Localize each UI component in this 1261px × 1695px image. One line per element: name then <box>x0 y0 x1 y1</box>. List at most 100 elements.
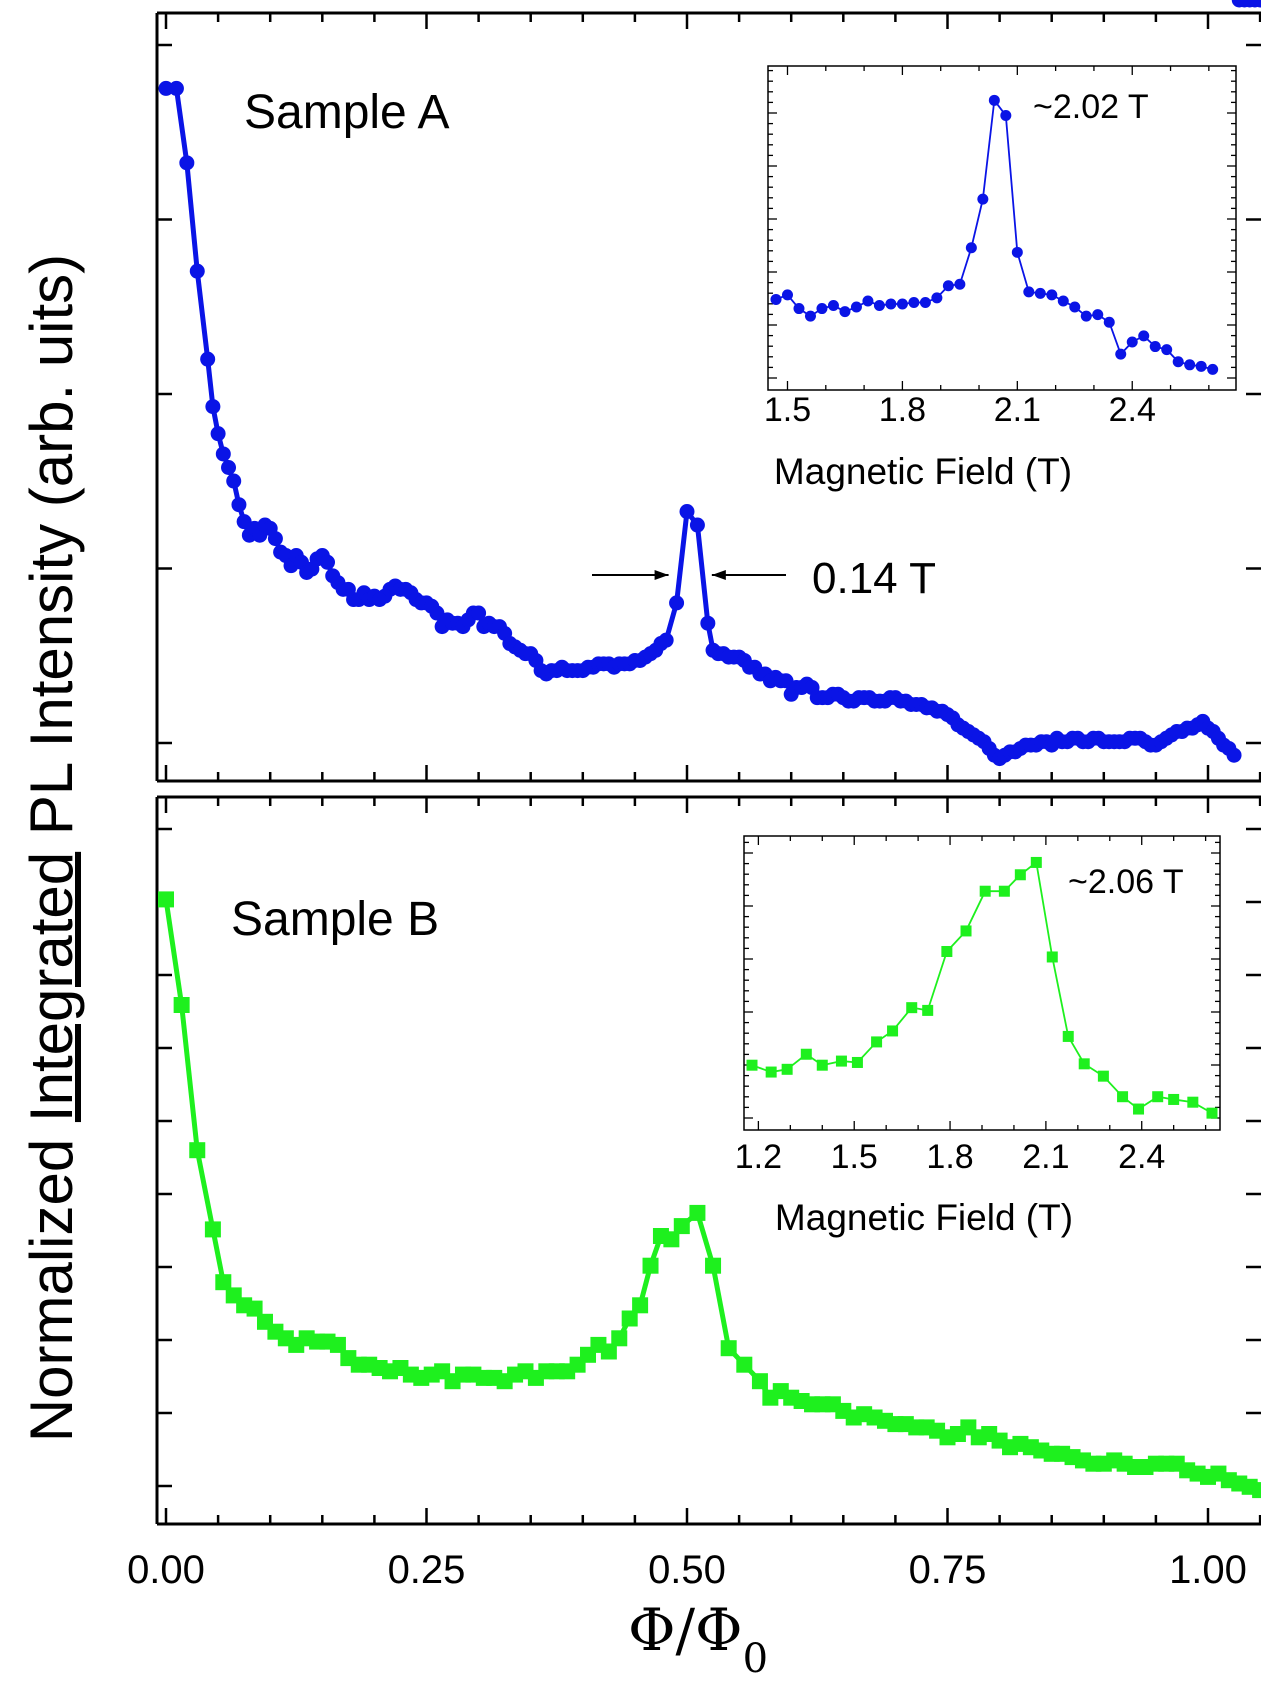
inset-a-point <box>1161 344 1173 356</box>
inset-b-tick-label: 1.8 <box>926 1138 973 1176</box>
inset-a-point <box>827 300 839 312</box>
series-b-point <box>632 1297 649 1314</box>
inset-a-point <box>1138 330 1150 342</box>
inset-a-point <box>1034 287 1046 299</box>
inset-a-point <box>1080 310 1092 322</box>
inset-b-point <box>887 1025 899 1037</box>
inset-a-point <box>862 295 874 307</box>
series-a-point <box>179 155 195 171</box>
inset-a-point <box>908 296 920 308</box>
inset-b-point <box>800 1048 812 1060</box>
inset-b-point <box>1168 1093 1180 1105</box>
text-layer: Sample A Sample B 0.14 T ~2.02 T ~2.06 T… <box>18 86 1247 1682</box>
inset-b-point <box>871 1036 883 1048</box>
inset-a-point <box>977 193 989 205</box>
series-a-point <box>215 446 231 462</box>
series-a-point <box>1252 0 1261 8</box>
series-b-point <box>705 1257 722 1274</box>
series-b-point <box>720 1340 737 1357</box>
series-a-point <box>679 504 695 520</box>
peak-width-annotation: 0.14 T <box>812 554 936 603</box>
series-b-point <box>611 1330 628 1347</box>
inset-b-tick-label: 2.4 <box>1118 1138 1165 1176</box>
series-b-point <box>204 1221 221 1238</box>
series-b-point <box>600 1343 617 1360</box>
series-a-point <box>231 497 247 513</box>
series-a-point <box>205 399 221 415</box>
series-b-point <box>173 997 190 1013</box>
series-a-point <box>1226 747 1242 763</box>
inset-b-point <box>1097 1070 1109 1082</box>
x-tick-label: 0.00 <box>127 1548 205 1592</box>
width-arrow-left-head <box>654 570 669 580</box>
inset-b-point <box>765 1066 777 1078</box>
inset-a-point <box>954 278 966 290</box>
series-a-point <box>689 517 705 533</box>
inset-b-point <box>835 1055 847 1067</box>
inset-a-point <box>885 298 897 310</box>
inset-b-peak-annotation: ~2.06 T <box>1068 863 1184 901</box>
inset-b-point <box>1078 1058 1090 1070</box>
x-tick-label: 0.50 <box>648 1548 726 1592</box>
inset-b-point <box>1152 1091 1164 1103</box>
series-b-point <box>621 1310 638 1327</box>
inset-a-point <box>793 303 805 315</box>
inset-b-point <box>1046 951 1058 963</box>
series-a-point <box>200 351 216 367</box>
series-b-point <box>329 1336 346 1353</box>
series-b-point <box>663 1231 680 1248</box>
inset-a-point <box>1011 246 1023 258</box>
data-layer <box>158 0 1261 1499</box>
inset-b-point <box>816 1059 828 1071</box>
inset-a-frame <box>767 65 1237 391</box>
inset-a-point <box>1207 363 1219 375</box>
x-tick-label: 0.25 <box>388 1548 466 1592</box>
inset-b-tick-label: 1.5 <box>831 1138 878 1176</box>
inset-a-point <box>1057 295 1069 307</box>
inset-a-point <box>942 280 954 292</box>
inset-a-point <box>1172 356 1184 368</box>
axes-layer <box>155 11 1261 1526</box>
series-b-point <box>673 1218 690 1235</box>
series-b-point <box>736 1356 753 1373</box>
inset-b-frame <box>743 835 1221 1131</box>
inset-a-point <box>816 303 828 315</box>
inset-a-point <box>1149 341 1161 353</box>
series-a-point <box>669 595 685 611</box>
series-a-point <box>471 605 487 621</box>
inset-b-point <box>851 1056 863 1068</box>
inset-a-xlabel: Magnetic Field (T) <box>774 451 1072 492</box>
series-b-point <box>1252 1482 1261 1499</box>
series-a-point <box>658 632 674 648</box>
series-a-point <box>700 615 716 631</box>
inset-a-point <box>1046 289 1058 301</box>
inset-a-point <box>965 242 977 254</box>
series-a-point <box>320 554 336 570</box>
inset-b-point <box>1206 1107 1218 1119</box>
inset-b-point <box>1117 1091 1129 1103</box>
inset-a-tick-label: 2.1 <box>994 391 1041 429</box>
inset-b-point <box>941 945 953 957</box>
series-b-point <box>215 1274 232 1291</box>
inset-a-point <box>896 298 908 310</box>
x-tick-label: 1.00 <box>1169 1548 1247 1592</box>
inset-b-point <box>746 1059 758 1071</box>
inset-a-peak-annotation: ~2.02 T <box>1033 88 1149 126</box>
inset-a-point <box>1126 336 1138 348</box>
series-b-point <box>751 1373 768 1390</box>
inset-b-point <box>922 1004 934 1016</box>
inset-a-point <box>1184 359 1196 371</box>
series-b-point <box>642 1257 659 1274</box>
inset-b-point <box>906 1002 918 1014</box>
inset-b-point <box>1014 869 1026 881</box>
inset-a-point <box>770 293 782 305</box>
inset-a-point <box>850 301 862 313</box>
inset-a-point <box>1069 301 1081 313</box>
inset-a-point <box>804 310 816 322</box>
inset-a-point <box>1023 286 1035 298</box>
y-axis-label-post: PL Intensity (arb. uits) <box>18 254 85 852</box>
inset-b-xlabel: Magnetic Field (T) <box>775 1197 1073 1238</box>
inset-a-point <box>839 306 851 318</box>
series-b-point <box>246 1300 263 1317</box>
